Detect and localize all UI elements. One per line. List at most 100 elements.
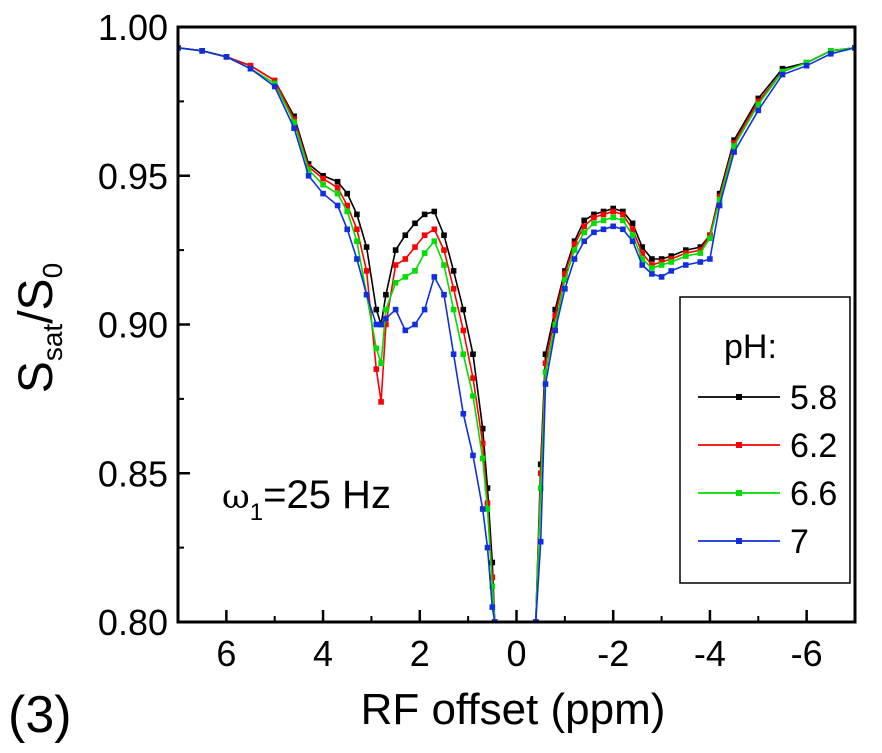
data-point [629,238,636,244]
data-point [305,173,312,179]
data-point [223,54,230,60]
data-point [779,65,786,72]
data-point [479,455,486,462]
data-point [658,274,665,280]
data-point [470,452,476,459]
data-point [658,256,665,262]
data-point [707,235,713,241]
data-point [431,238,438,244]
panel-label: (3) [8,686,72,744]
data-point [649,271,655,277]
data-point [571,238,578,244]
data-point [479,425,486,432]
data-point [421,211,428,218]
data-point [484,485,491,491]
data-point [373,345,380,352]
data-point [610,223,616,230]
data-point [344,202,350,209]
data-point [755,107,762,114]
data-point [731,149,737,155]
data-point [363,268,370,274]
data-point [581,223,587,230]
data-point [542,369,549,375]
data-point [755,98,762,105]
data-point [571,256,578,262]
data-point [803,59,810,66]
annotation-omega: ω [222,477,250,517]
data-point [354,238,360,244]
data-point [412,321,418,328]
data-point [731,143,737,149]
data-point [610,205,616,212]
data-point [378,321,384,328]
data-point [562,271,568,277]
data-point [320,181,326,188]
data-point [716,202,723,209]
data-point [697,247,704,253]
data-point [320,190,326,197]
data-point [600,211,607,218]
data-point [620,217,626,224]
data-point [537,485,544,491]
data-point [620,226,626,233]
series-left-6_2 [178,45,498,622]
legend-label: 6.6 [790,475,837,513]
x-tick-label: -4 [694,633,726,674]
data-point [683,262,689,268]
data-point [731,137,737,143]
data-point [571,247,578,253]
data-point [779,68,786,75]
data-point [412,220,418,227]
y-tick-label: 0.90 [98,305,168,346]
data-point [629,232,636,238]
data-point [683,250,689,256]
data-point [354,226,360,233]
data-point [431,274,438,280]
data-point [542,360,549,366]
legend-marker [736,538,742,544]
data-point [402,274,409,280]
data-point [581,238,587,244]
axis-ticks: 6 4 2 0 -2 -4 -6 0.80 0.85 0.90 0.95 1.00 [98,7,856,674]
frequency-annotation: ω1=25 Hz [222,473,391,526]
data-point [378,399,384,405]
series-line [178,47,496,622]
series-line [535,47,855,622]
y-tick-label: 0.80 [98,602,168,643]
data-point [484,506,491,512]
data-point [320,173,326,179]
data-point [392,247,399,253]
data-point [450,268,457,274]
data-point [441,262,447,268]
y-axis-label: Ssat/S0 [10,263,68,393]
legend-label: 7 [790,523,809,561]
y-label-main: S [10,361,63,393]
data-point [291,125,297,131]
data-point [431,226,438,233]
legend-marker [736,394,742,400]
data-point [344,208,350,215]
annotation-sub: 1 [250,499,263,526]
x-tick-label: 6 [216,633,236,674]
data-point [639,256,645,262]
y-tick-label: 1.00 [98,7,168,48]
data-point [828,51,834,57]
data-point [412,244,418,250]
data-point [460,411,467,417]
data-point [441,247,447,253]
data-point [373,366,380,372]
data-point [731,140,737,146]
data-point [363,291,370,298]
data-point [247,62,254,69]
data-point [697,259,704,265]
data-point [441,291,447,298]
data-point [470,351,476,357]
data-point [305,161,312,167]
data-point [489,604,496,610]
y-tick-label: 0.95 [98,156,168,197]
data-point [755,95,762,102]
data-point [620,208,626,215]
data-point [828,48,834,54]
data-point [460,306,467,313]
legend-box [679,296,851,584]
